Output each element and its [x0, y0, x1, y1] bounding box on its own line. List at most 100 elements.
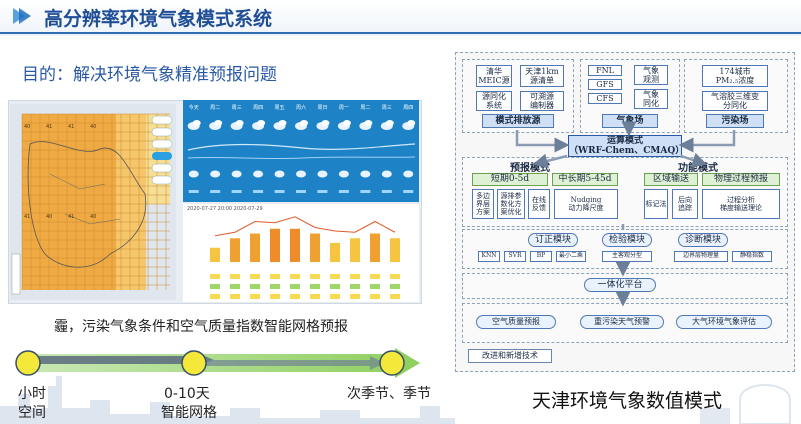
- aqi-bar: [210, 247, 220, 262]
- cloud-icon: [360, 170, 371, 178]
- cloud-icon-top: [407, 120, 416, 126]
- forecast-mode-title: 预报模式: [510, 163, 550, 174]
- aqi-badge: [210, 274, 220, 279]
- box-met-obs: 气象 观测: [634, 65, 668, 85]
- aqi-badge: [250, 294, 260, 299]
- map-toggle-4: [152, 152, 172, 160]
- city-skyline-decoration: [0, 376, 791, 424]
- map-grid-label: 41: [46, 124, 52, 130]
- forecast-day-label: 周六: [296, 104, 306, 111]
- diagram-caption: 天津环境气象数值模式: [532, 390, 723, 412]
- forecast-day-label: 今天: [189, 104, 199, 111]
- cloud-icon-top: [192, 120, 201, 126]
- box-cfs: CFS: [588, 93, 622, 104]
- aqi-badge: [310, 284, 320, 289]
- box-aerosol-assim: 气溶胶三维变 分同化: [702, 91, 768, 111]
- aqi-bar: [390, 238, 400, 262]
- box-air-quality-forecast: 空气质量预报: [476, 315, 556, 329]
- function-mode-title: 功能模式: [678, 163, 718, 174]
- timeline-label-season: 次季节、季节: [347, 386, 431, 402]
- map-toggle-3: [151, 139, 173, 149]
- aqi-badge: [330, 284, 340, 289]
- title-bullet-icon: [13, 8, 31, 24]
- aqi-bar-chart-panel: 2020-07-27 20:00 2020-07-29: [183, 204, 419, 302]
- wind-bar: [360, 190, 371, 193]
- aqi-badge: [390, 294, 400, 299]
- box-model-emission: 模式排放源: [482, 114, 554, 128]
- box-source-assim: 源同化 系统: [476, 91, 512, 111]
- timescale-timeline: [15, 348, 420, 378]
- box-atmos-assessment: 大气环境气象评估: [676, 315, 772, 329]
- map-grid-label: 40: [24, 124, 30, 130]
- box-met-assim: 气象 同化: [634, 89, 668, 109]
- cloud-icon: [317, 170, 328, 178]
- aqi-bar: [310, 233, 320, 262]
- box-physical-process: 物理过程预报: [702, 173, 780, 186]
- timeline-label-smart-grid: 智能网格: [161, 405, 217, 421]
- box-tianjin-inventory: 天津1km 源清单: [520, 65, 564, 87]
- wind-bar: [210, 190, 221, 193]
- map-grid-label: 41: [68, 124, 74, 130]
- box-174-cities: 174城市 PM₂.₅浓度: [702, 65, 768, 87]
- aqi-bar: [270, 228, 280, 262]
- aqi-badge: [230, 294, 240, 299]
- aqi-badge: [270, 294, 280, 299]
- screenshot-caption: 霾，污染气象条件和空气质量指数智能网格预报: [54, 319, 348, 335]
- map-grid-label: 41: [68, 214, 74, 220]
- forecast-day-label: 周四: [253, 105, 263, 111]
- map-toggle-6: [151, 175, 173, 185]
- box-boundary-scheme: 多边 界层 方案: [472, 189, 494, 219]
- box-short-term: 短期0-5d: [472, 173, 548, 186]
- aqi-badge: [230, 284, 240, 289]
- aqi-badge: [390, 284, 400, 289]
- aqi-badge: [310, 294, 320, 299]
- aqi-bar-chart: [210, 216, 400, 299]
- goal-subtitle: 目的：解决环境气象精准预报问题: [22, 65, 277, 85]
- box-long-term: 中长期5-45d: [552, 173, 618, 186]
- aqi-badge: [290, 284, 300, 289]
- aqi-bar: [250, 233, 260, 262]
- cloud-icon-top: [385, 120, 394, 126]
- wind-bar: [317, 190, 328, 193]
- timeline-label-hour: 小时: [18, 386, 46, 402]
- cloud-icon: [253, 170, 264, 178]
- box-pollution-warning: 重污染天气预警: [580, 315, 664, 329]
- aqi-badge: [350, 274, 360, 279]
- timeline-label-space: 空间: [18, 405, 46, 421]
- grid-map-drawing: 40 41 41 40 41 40 41 40: [11, 113, 173, 295]
- timeline-node-hour: [15, 350, 41, 376]
- cloud-icon-top: [214, 120, 223, 126]
- cloud-icon-top: [364, 120, 373, 126]
- box-backward-trace: 后向 追踪: [672, 189, 698, 219]
- model-architecture-diagram: 清华 MEIC源 天津1km 源清单 源同化 系统 可溯源 编制器 模式排放源 FNL …: [455, 52, 795, 372]
- box-boundary-layer: 边界层物理量: [674, 251, 728, 262]
- cloud-icon: [274, 170, 285, 178]
- aqi-badge: [250, 274, 260, 279]
- aqi-badge: [370, 274, 380, 279]
- box-pollution-field: 污染场: [706, 114, 764, 128]
- forecast-day-label: 周三: [382, 105, 392, 111]
- map-grid-label: 41: [24, 214, 30, 220]
- box-gfs: GFS: [588, 79, 622, 90]
- box-knn: KNN: [478, 251, 500, 262]
- box-correction-module: 订正模块: [528, 233, 578, 247]
- forecast-day-label: 周五: [275, 105, 285, 111]
- cloud-icon: [231, 170, 242, 178]
- weekly-forecast-drawing: 今天 周二 周三 周四 周五 周六 周日 周一 周二 周三 周四: [187, 104, 416, 193]
- aqi-badge: [310, 274, 320, 279]
- cloud-icon-top: [235, 120, 244, 126]
- box-regional-transport: 区域输送: [644, 173, 698, 186]
- wind-bar: [253, 190, 264, 193]
- box-least-squares: 最小二乘: [556, 251, 586, 262]
- forecast-day-label: 周一: [339, 105, 349, 111]
- cloud-icon-top: [300, 120, 308, 126]
- map-grid-label: 40: [90, 124, 96, 130]
- cloud-icon: [381, 170, 392, 178]
- box-traceable-editor: 可溯源 编制器: [520, 91, 564, 111]
- wind-bar: [381, 190, 392, 193]
- forecast-day-label: 周三: [232, 105, 242, 111]
- timeline-label-10days: 0-10天: [164, 386, 210, 402]
- box-nudging: Nudging 动力降尺度: [554, 189, 618, 219]
- box-source-param: 源排参 数化方 案优化: [497, 189, 525, 219]
- aqi-badge: [210, 294, 220, 299]
